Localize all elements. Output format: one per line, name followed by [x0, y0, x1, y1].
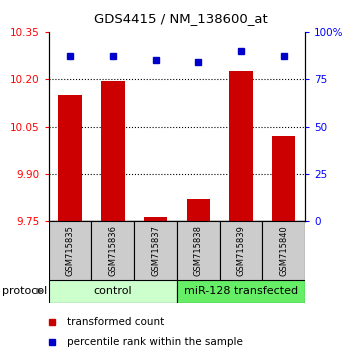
- Text: GSM715840: GSM715840: [279, 225, 288, 276]
- Bar: [91, 221, 134, 280]
- Text: percentile rank within the sample: percentile rank within the sample: [68, 337, 243, 347]
- Text: GSM715839: GSM715839: [236, 225, 245, 276]
- Bar: [187, 199, 210, 221]
- Bar: [101, 81, 125, 221]
- Text: GSM715838: GSM715838: [194, 225, 203, 276]
- Bar: [272, 136, 295, 221]
- Bar: [49, 221, 91, 280]
- Text: protocol: protocol: [2, 286, 47, 296]
- Bar: [229, 71, 253, 221]
- Bar: [177, 221, 219, 280]
- Text: GSM715835: GSM715835: [66, 225, 75, 276]
- Text: control: control: [93, 286, 132, 296]
- Bar: [219, 221, 262, 280]
- Bar: [49, 280, 177, 303]
- Bar: [177, 280, 305, 303]
- Text: GSM715837: GSM715837: [151, 225, 160, 276]
- Bar: [262, 221, 305, 280]
- Text: GDS4415 / NM_138600_at: GDS4415 / NM_138600_at: [93, 12, 268, 25]
- Bar: [144, 217, 167, 221]
- Bar: [58, 95, 82, 221]
- Text: GSM715836: GSM715836: [108, 225, 117, 276]
- Text: miR-128 transfected: miR-128 transfected: [184, 286, 298, 296]
- Text: transformed count: transformed count: [68, 316, 165, 327]
- Bar: [134, 221, 177, 280]
